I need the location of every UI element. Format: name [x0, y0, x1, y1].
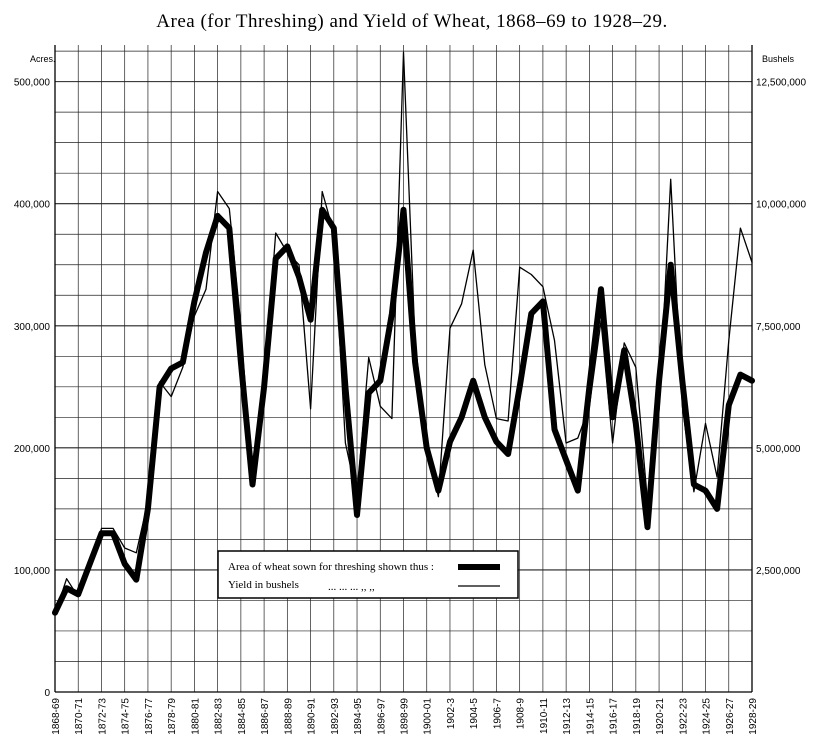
x-tick-label: 1924-25 [702, 698, 713, 735]
right-tick-label: 5,000,000 [756, 444, 801, 455]
left-tick-label: 200,000 [14, 444, 51, 455]
yield-series-line [54, 51, 753, 615]
right-tick-label: 2,500,000 [756, 566, 801, 577]
x-tick-label: 1870-71 [74, 698, 85, 735]
x-tick-label: 1908-9 [516, 698, 527, 730]
right-tick-label: 7,500,000 [756, 322, 801, 333]
x-tick-label: 1926-27 [725, 698, 736, 735]
legend: Area of wheat sown for threshing shown t… [217, 550, 519, 599]
left-tick-label: 500,000 [14, 78, 51, 89]
left-tick-label: 400,000 [14, 200, 51, 211]
x-tick-label: 1886-87 [260, 698, 271, 735]
right-axis-label: Bushels [762, 54, 795, 64]
x-tick-label: 1892-93 [330, 698, 341, 735]
x-tick-label: 1878-79 [167, 698, 178, 735]
x-tick-label: 1890-91 [307, 698, 318, 735]
right-tick-label: 10,000,000 [756, 200, 806, 211]
x-tick-label: 1896-97 [376, 698, 387, 735]
legend-box [217, 550, 519, 599]
x-tick-label: 1900-01 [423, 698, 434, 735]
x-tick-label: 1876-77 [144, 698, 155, 735]
x-tick-label: 1880-81 [190, 698, 201, 735]
legend-yield-ditto: ... ... ... ,, ,, [328, 581, 375, 593]
x-axis-ticks: 1868-69 1870-71 1872-73 1874-75 1876-77 1878-… [51, 698, 759, 735]
left-tick-label: 300,000 [14, 322, 51, 333]
x-tick-label: 1872-73 [97, 698, 108, 735]
area-series-line [52, 206, 755, 616]
x-tick-label: 1918-19 [632, 698, 643, 735]
x-tick-label: 1884-85 [237, 698, 248, 735]
left-tick-label: 100,000 [14, 566, 51, 577]
x-tick-label: 1904-5 [469, 698, 480, 730]
x-tick-label: 1916-17 [609, 698, 620, 735]
x-tick-label: 1894-95 [353, 698, 364, 735]
x-tick-label: 1874-75 [121, 698, 132, 735]
x-tick-label: 1914-15 [585, 698, 596, 735]
legend-yield-text: Yield in bushels [228, 579, 299, 591]
x-tick-label: 1882-83 [214, 698, 225, 735]
x-tick-label: 1920-21 [655, 698, 666, 735]
left-axis-ticks: 0 100,000 200,000 300,000 400,000 500,000 [14, 78, 51, 699]
x-tick-label: 1912-13 [562, 698, 573, 735]
legend-area-text: Area of wheat sown for threshing shown t… [228, 561, 434, 573]
chart-title: Area (for Threshing) and Yield of Wheat,… [156, 11, 667, 32]
left-axis-label: Acres. [30, 54, 56, 64]
x-tick-label: 1928-29 [748, 698, 759, 735]
x-tick-label: 1868-69 [51, 698, 62, 735]
x-tick-label: 1888-89 [283, 698, 294, 735]
series-lines [52, 51, 755, 616]
right-tick-label: 12,500,000 [756, 78, 806, 89]
x-tick-label: 1910-11 [539, 698, 550, 734]
left-tick-label: 0 [44, 688, 50, 699]
right-axis-ticks: 2,500,000 5,000,000 7,500,000 10,000,000 12,… [756, 78, 806, 577]
x-tick-label: 1922-23 [678, 698, 689, 735]
x-tick-label: 1902-3 [446, 698, 457, 730]
x-tick-label: 1898-99 [400, 698, 411, 735]
x-tick-label: 1906-7 [492, 698, 503, 730]
